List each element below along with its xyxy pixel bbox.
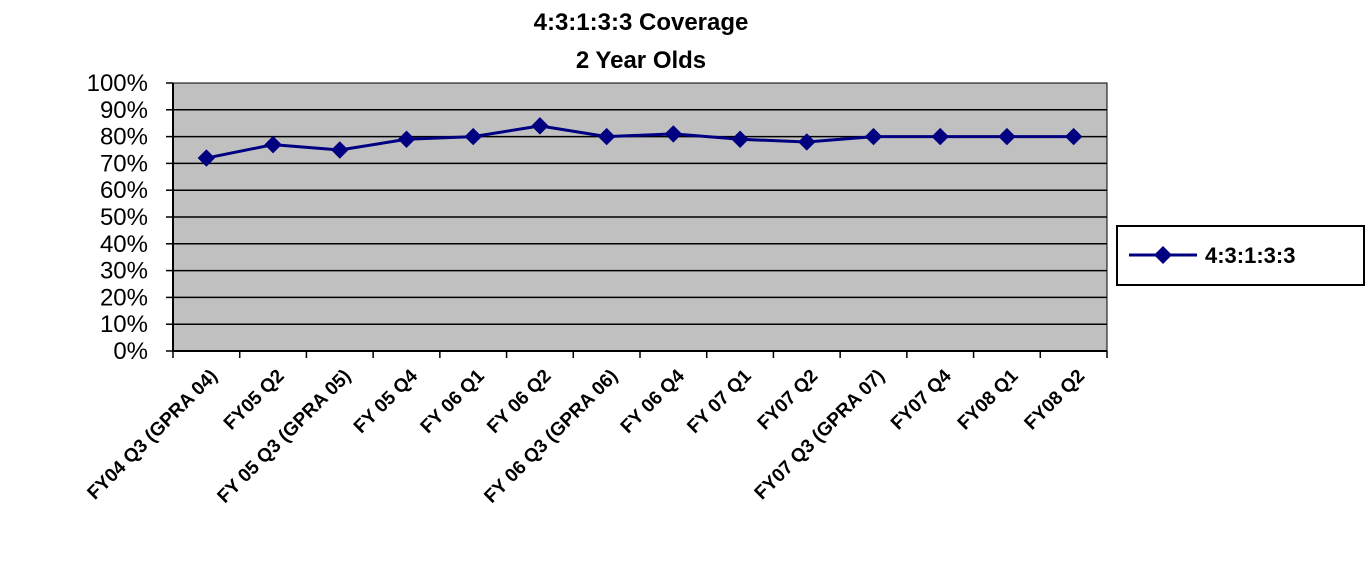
y-tick-label: 90% xyxy=(100,97,148,124)
data-point-marker xyxy=(998,127,1016,146)
x-tick-label: FY08 Q2 xyxy=(1021,366,1090,435)
y-tick-label: 20% xyxy=(100,284,148,311)
gridlines xyxy=(173,109,1107,325)
legend-marker xyxy=(1154,246,1172,264)
x-tick-label: FY 06 Q4 xyxy=(617,365,689,437)
y-tick-label: 0% xyxy=(113,338,148,365)
x-tick-label: FY07 Q2 xyxy=(754,366,823,435)
data-point-marker xyxy=(798,133,816,151)
x-tick-label: FY 05 Q3 (GPRA 05) xyxy=(214,366,356,508)
y-tick-label: 50% xyxy=(100,204,148,231)
data-point-marker xyxy=(397,130,416,148)
x-tick-label: FY 07 Q1 xyxy=(683,365,755,437)
y-tick-label: 30% xyxy=(100,258,148,285)
y-tick-label: 70% xyxy=(100,150,148,177)
x-tick-label: FY 05 Q4 xyxy=(350,365,422,437)
data-point-marker xyxy=(597,127,616,146)
legend: 4:3:1:3:3 xyxy=(1116,225,1365,286)
x-tick-label: FY07 Q4 xyxy=(887,365,956,434)
x-tick-label: FY 06 Q3 (GPRA 06) xyxy=(480,366,622,508)
data-point-marker xyxy=(864,127,883,146)
x-tick-label: FY08 Q1 xyxy=(954,365,1023,434)
data-point-marker xyxy=(464,127,482,146)
data-point-marker xyxy=(1064,127,1083,146)
data-point-marker xyxy=(931,127,949,146)
series-group xyxy=(197,117,1083,167)
chart-title: 4:3:1:3:3 Coverage xyxy=(534,9,749,36)
y-tick-label: 60% xyxy=(100,177,148,204)
data-point-marker xyxy=(664,125,683,143)
chart-subtitle: 2 Year Olds xyxy=(576,47,706,74)
legend-label: 4:3:1:3:3 xyxy=(1205,243,1295,268)
y-tick-label: 80% xyxy=(100,124,148,151)
y-tick-label: 40% xyxy=(100,231,148,258)
x-tick-label: FY 06 Q1 xyxy=(417,365,489,437)
y-tick-label: 100% xyxy=(87,70,148,97)
data-point-marker xyxy=(731,130,749,148)
x-tick-label: FY05 Q2 xyxy=(220,366,289,435)
x-tick-label: FY07 Q3 (GPRA 07) xyxy=(751,366,889,504)
series-line xyxy=(206,124,1074,160)
data-point-marker xyxy=(197,149,216,167)
data-point-marker xyxy=(531,117,549,135)
x-tick-label: FY04 Q3 (GPRA 04) xyxy=(84,366,222,504)
y-tick-label: 10% xyxy=(100,311,148,338)
y-axis-ticks: 0%10%20%30%40%50%60%70%80%90%100% xyxy=(87,70,173,365)
data-point-marker xyxy=(264,135,282,154)
data-point-marker xyxy=(331,141,349,159)
